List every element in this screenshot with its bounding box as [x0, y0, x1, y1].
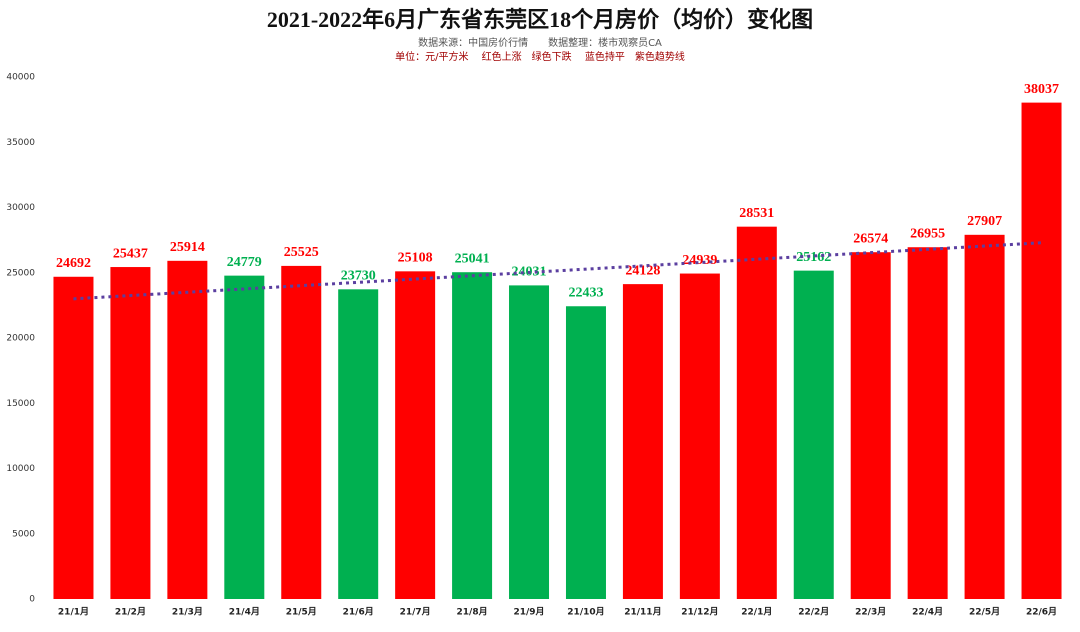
x-tick-label: 22/5月 — [969, 607, 1000, 618]
bar — [679, 273, 720, 599]
x-tick-label: 21/6月 — [343, 607, 374, 618]
y-tick-label: 20000 — [6, 334, 35, 344]
chart-note: 单位：元/平方米 红色上涨 绿色下跌 蓝色持平 紫色趋势线 — [395, 50, 685, 63]
bar — [110, 267, 151, 599]
chart-subtitle: 数据来源：中国房价行情 数据整理：楼市观察员CA — [418, 36, 662, 49]
value-label: 25108 — [398, 251, 433, 266]
x-tick-label: 21/5月 — [286, 607, 317, 618]
y-tick-label: 35000 — [6, 138, 35, 148]
value-label: 26574 — [853, 231, 888, 246]
x-tick-label: 22/3月 — [855, 607, 886, 618]
y-tick-label: 0 — [29, 595, 35, 605]
bar — [53, 276, 94, 599]
bar — [622, 284, 663, 599]
bar — [281, 265, 322, 599]
bar — [509, 285, 550, 599]
value-label: 28531 — [739, 206, 774, 221]
x-tick-label: 21/3月 — [172, 607, 203, 618]
x-tick-label: 21/1月 — [58, 607, 89, 618]
value-label: 25162 — [796, 250, 831, 265]
bar — [338, 289, 379, 599]
x-tick-label: 21/11月 — [624, 607, 661, 618]
y-tick-label: 40000 — [6, 73, 35, 83]
bar — [565, 306, 606, 599]
value-label: 27907 — [967, 214, 1002, 229]
y-tick-label: 30000 — [6, 203, 35, 213]
value-label: 23730 — [341, 269, 376, 284]
bar — [452, 272, 493, 599]
value-label: 22433 — [568, 285, 603, 300]
x-tick-label: 22/6月 — [1026, 607, 1057, 618]
bar — [395, 271, 436, 599]
x-tick-label: 21/4月 — [229, 607, 260, 618]
x-tick-label: 21/8月 — [457, 607, 488, 618]
bar — [224, 275, 265, 599]
value-label: 38037 — [1024, 82, 1059, 97]
x-tick-label: 21/2月 — [115, 607, 146, 618]
x-tick-label: 21/12月 — [681, 607, 718, 618]
value-label: 24692 — [56, 256, 91, 271]
y-tick-label: 5000 — [12, 529, 35, 539]
x-tick-label: 21/10月 — [567, 607, 604, 618]
bar — [850, 252, 891, 600]
bar — [793, 270, 834, 599]
bar — [736, 226, 777, 599]
value-label: 24939 — [682, 253, 717, 268]
value-label: 25914 — [170, 240, 205, 255]
x-tick-label: 22/2月 — [798, 607, 829, 618]
y-tick-label: 10000 — [6, 464, 35, 474]
value-label: 25525 — [284, 245, 319, 260]
x-tick-label: 21/9月 — [513, 607, 544, 618]
value-label: 26955 — [910, 226, 945, 241]
value-label: 25437 — [113, 246, 148, 261]
bar — [907, 247, 948, 599]
bar — [964, 234, 1005, 599]
bar — [167, 260, 208, 599]
chart-title: 2021-2022年6月广东省东莞区18个月房价（均价）变化图 — [267, 7, 813, 32]
x-tick-label: 22/4月 — [912, 607, 943, 618]
trend-line — [73, 241, 1042, 301]
bar — [1021, 102, 1062, 599]
y-tick-label: 25000 — [6, 268, 35, 278]
y-tick-label: 15000 — [6, 399, 35, 409]
value-label: 25041 — [455, 251, 490, 266]
x-tick-label: 22/1月 — [741, 607, 772, 618]
value-label: 24779 — [227, 255, 262, 270]
x-tick-label: 21/7月 — [400, 607, 431, 618]
